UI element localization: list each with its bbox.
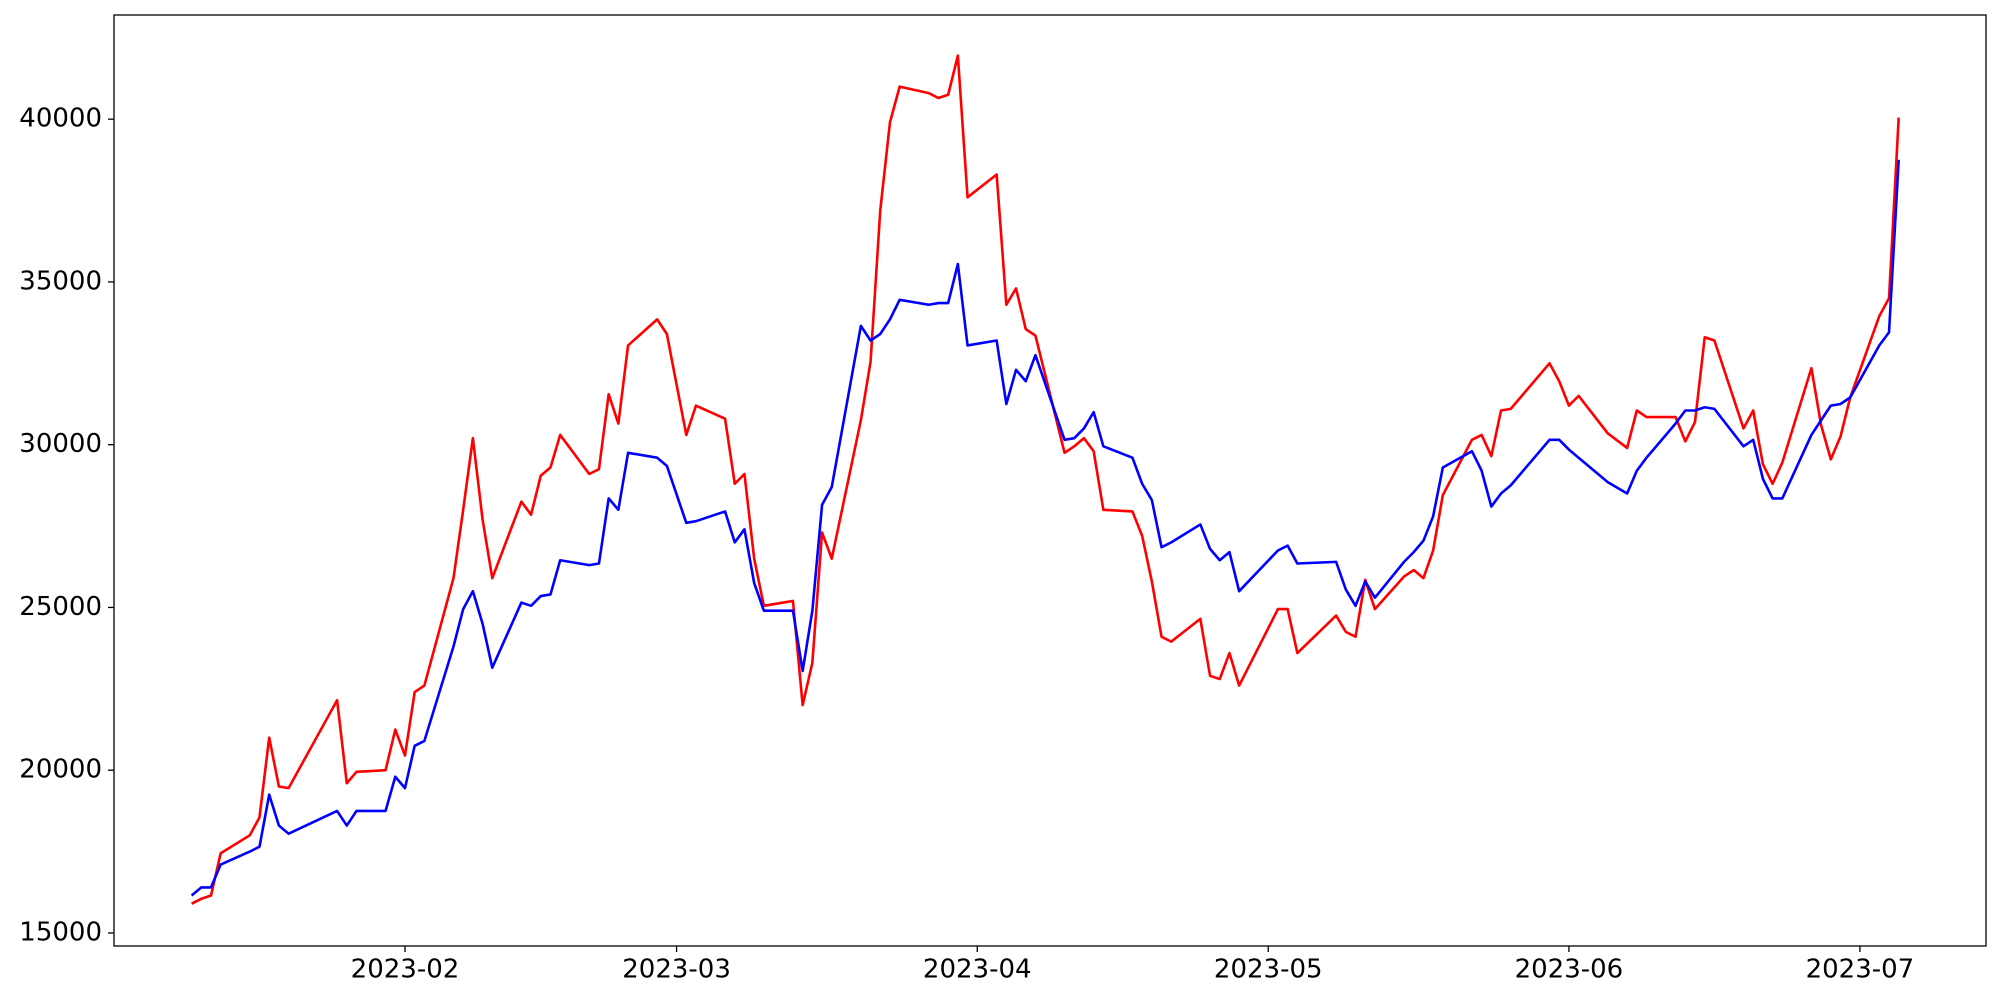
x-tick-label: 2023-04 [923, 955, 1032, 985]
x-tick-label: 2023-05 [1214, 955, 1323, 985]
line-series [191, 54, 1900, 905]
y-tick-label: 35000 [19, 266, 102, 296]
y-tick-label: 25000 [19, 592, 102, 622]
x-tick-label: 2023-06 [1515, 955, 1624, 985]
x-tick-label: 2023-03 [622, 955, 731, 985]
y-tick-label: 15000 [19, 917, 102, 947]
plot-frame [113, 14, 1987, 947]
y-tick-label: 20000 [19, 755, 102, 785]
x-tick-label: 2023-02 [351, 955, 460, 985]
line-series [190, 159, 1900, 897]
x-tick-label: 2023-07 [1806, 955, 1915, 985]
y-tick-label: 30000 [19, 429, 102, 459]
y-tick-label: 40000 [19, 104, 102, 134]
